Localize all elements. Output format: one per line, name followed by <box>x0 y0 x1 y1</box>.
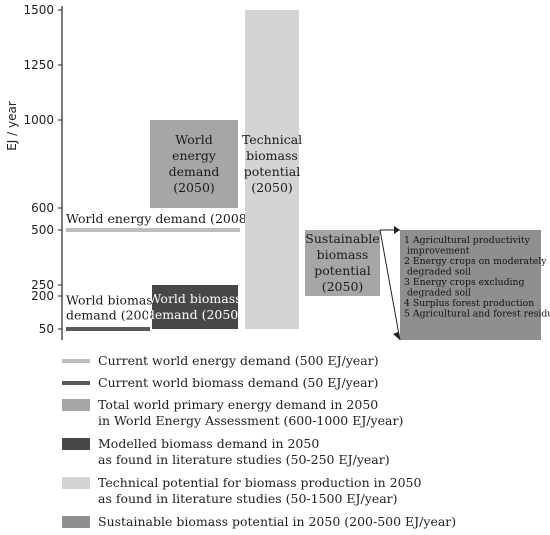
legend-swatch <box>62 516 90 528</box>
legend-label: Current world biomass demand (50 EJ/year… <box>98 375 379 390</box>
y-axis-label: EJ / year <box>5 101 19 151</box>
connector-arrow-bottom <box>393 332 400 340</box>
sustainable-breakdown-bar <box>400 230 541 340</box>
legend-swatch <box>62 438 90 450</box>
y-tick-label: 500 <box>31 223 54 237</box>
technical-potential-label: Technical biomass potential (2050) <box>242 132 302 195</box>
legend-swatch <box>62 359 90 363</box>
legend-swatch <box>62 477 90 489</box>
connector-arrow-top <box>394 226 400 234</box>
energy-demand-2050-bar <box>150 120 238 208</box>
biomass-demand-2050-label: World biomass demand (2050) <box>147 291 243 322</box>
legend-label: Current world energy demand (500 EJ/year… <box>98 353 379 368</box>
technical-potential-bar <box>245 10 299 329</box>
connector-diagonal <box>379 229 401 341</box>
legend-swatch <box>62 399 90 411</box>
y-tick-label: 1250 <box>23 58 54 72</box>
energy-demand-2050-label: World energy demand (2050) <box>169 132 220 195</box>
biomass-demand-2008-label: World biomass demand (2008) <box>66 293 162 323</box>
sustainable-potential-bar <box>305 230 380 296</box>
y-tick-label: 250 <box>31 278 54 292</box>
legend-label: Technical potential for biomass producti… <box>98 475 422 506</box>
legend-label: Total world primary energy demand in 205… <box>98 397 404 428</box>
sustainable-breakdown-list: 1 Agricultural productivity improvement 2… <box>404 235 550 320</box>
y-tick-label: 200 <box>31 289 54 303</box>
y-tick-label: 50 <box>39 322 54 336</box>
y-tick-label: 600 <box>31 201 54 215</box>
y-tick-label: 1500 <box>23 3 54 17</box>
energy-demand-2008-label: World energy demand (2008) <box>66 211 252 226</box>
legend-label: Sustainable biomass potential in 2050 (2… <box>98 514 457 529</box>
legend-swatch <box>62 381 90 385</box>
sustainable-potential-label: Sustainable biomass potential (2050) <box>305 231 379 294</box>
y-tick-label: 1000 <box>23 113 54 127</box>
biomass-demand-2050-bar <box>152 285 238 329</box>
legend-label: Modelled biomass demand in 2050 as found… <box>98 436 390 467</box>
